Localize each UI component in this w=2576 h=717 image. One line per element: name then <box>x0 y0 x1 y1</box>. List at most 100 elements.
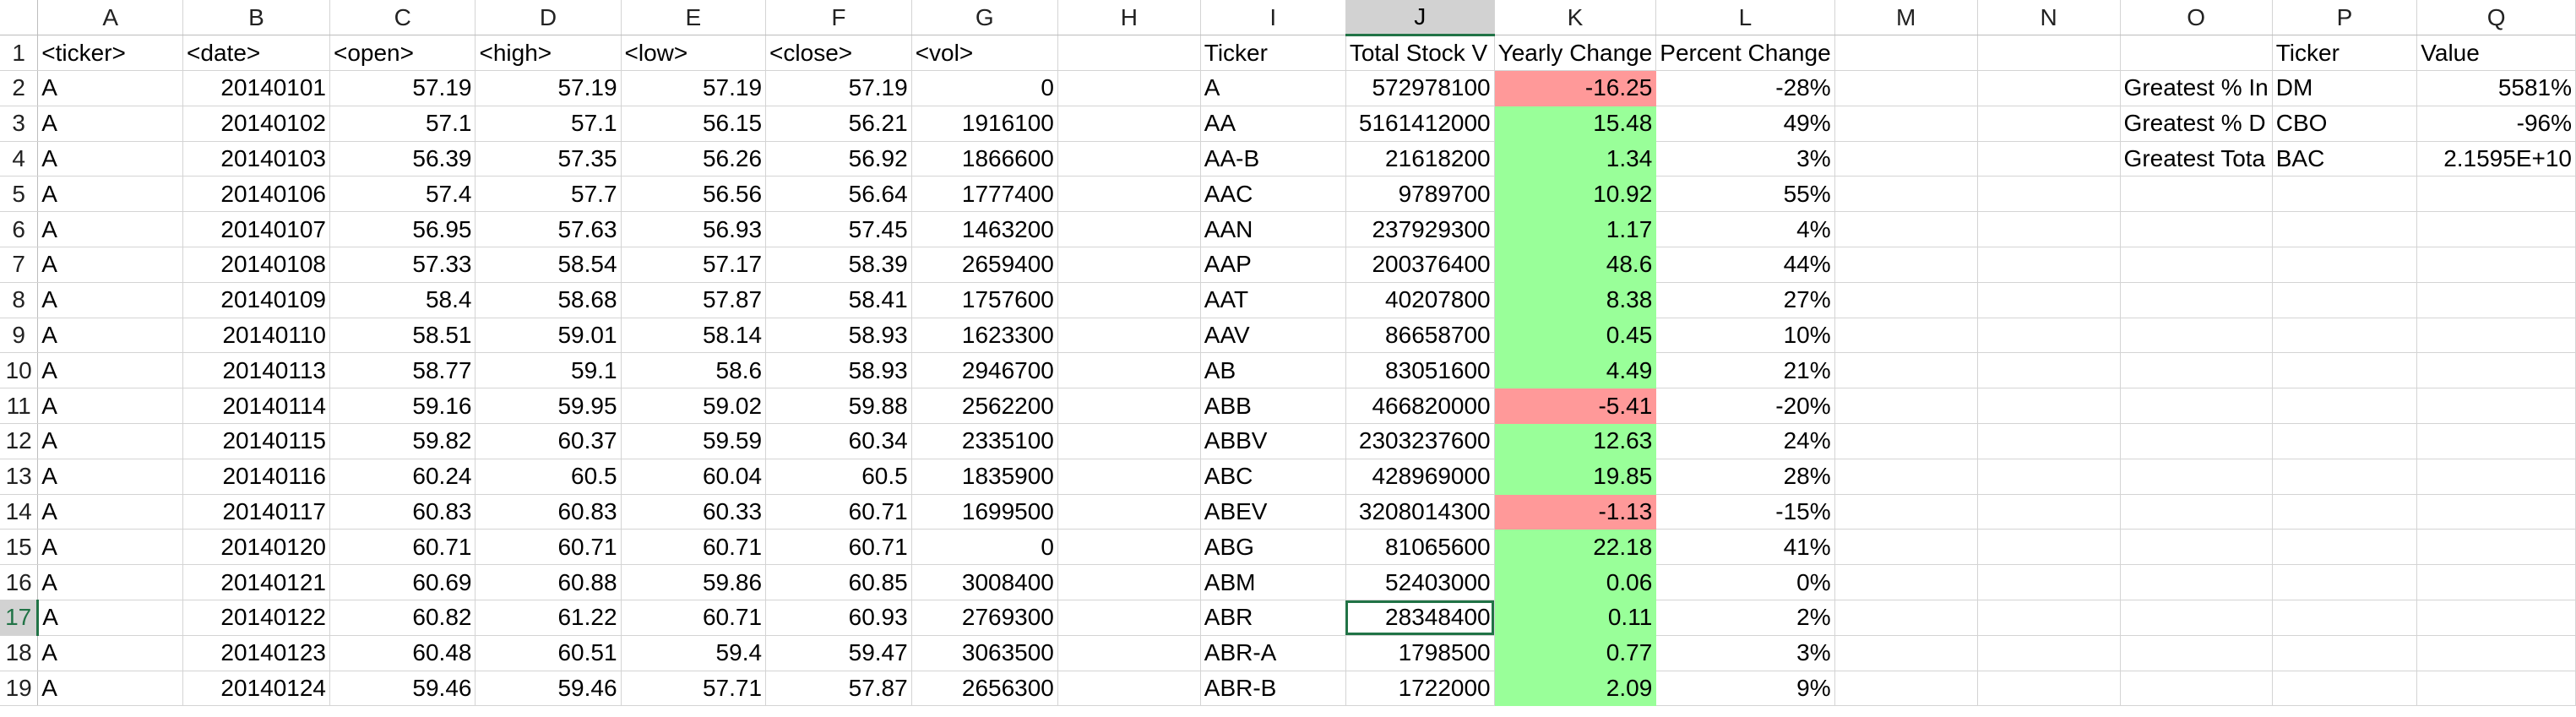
cell-O7[interactable] <box>2120 247 2273 283</box>
cell-K13[interactable]: 19.85 <box>1494 459 1657 495</box>
cell-P17[interactable] <box>2272 600 2418 636</box>
cell-I13[interactable]: ABC <box>1200 459 1346 495</box>
cell-Q3[interactable]: -96% <box>2416 106 2576 142</box>
row-header-19[interactable]: 19 <box>0 671 39 707</box>
cell-J5[interactable]: 9789700 <box>1345 176 1495 213</box>
cell-A19[interactable]: A <box>37 671 184 707</box>
cell-M5[interactable] <box>1834 176 1978 213</box>
cell-P11[interactable] <box>2272 388 2418 425</box>
cell-O17[interactable] <box>2120 600 2273 636</box>
row-header-13[interactable]: 13 <box>0 459 39 495</box>
cell-C4[interactable]: 56.39 <box>329 141 476 177</box>
row-header-8[interactable]: 8 <box>0 282 39 318</box>
cell-Q7[interactable] <box>2416 247 2576 283</box>
cell-P3[interactable]: CBO <box>2272 106 2418 142</box>
cell-F16[interactable]: 60.85 <box>765 564 912 601</box>
cell-F7[interactable]: 58.39 <box>765 247 912 283</box>
cell-L3[interactable]: 49% <box>1655 106 1835 142</box>
cell-H14[interactable] <box>1057 494 1201 530</box>
cell-M11[interactable] <box>1834 388 1978 425</box>
cell-E12[interactable]: 59.59 <box>621 423 767 459</box>
cell-Q16[interactable] <box>2416 564 2576 601</box>
cell-F5[interactable]: 56.64 <box>765 176 912 213</box>
cell-Q10[interactable] <box>2416 352 2576 389</box>
cell-M8[interactable] <box>1834 282 1978 318</box>
row-header-3[interactable]: 3 <box>0 106 39 142</box>
cell-G11[interactable]: 2562200 <box>911 388 1058 425</box>
cell-C5[interactable]: 57.4 <box>329 176 476 213</box>
cell-B17[interactable]: 20140122 <box>182 600 330 636</box>
cell-N9[interactable] <box>1977 318 2121 354</box>
cell-C16[interactable]: 60.69 <box>329 564 476 601</box>
cell-F4[interactable]: 56.92 <box>765 141 912 177</box>
cell-M14[interactable] <box>1834 494 1978 530</box>
cell-N6[interactable] <box>1977 211 2121 248</box>
cell-O5[interactable] <box>2120 176 2273 213</box>
cell-P2[interactable]: DM <box>2272 70 2418 106</box>
cell-L7[interactable]: 44% <box>1655 247 1835 283</box>
cell-H19[interactable] <box>1057 671 1201 707</box>
cell-A6[interactable]: A <box>37 211 184 248</box>
cell-Q18[interactable] <box>2416 635 2576 671</box>
cell-L2[interactable]: -28% <box>1655 70 1835 106</box>
cell-K8[interactable]: 8.38 <box>1494 282 1657 318</box>
cell-A17[interactable]: A <box>37 600 184 636</box>
cell-J1[interactable]: Total Stock V <box>1345 35 1495 72</box>
cell-B10[interactable]: 20140113 <box>182 352 330 389</box>
row-header-7[interactable]: 7 <box>0 247 39 283</box>
cell-N10[interactable] <box>1977 352 2121 389</box>
cell-A16[interactable]: A <box>37 564 184 601</box>
cell-K12[interactable]: 12.63 <box>1494 423 1657 459</box>
cell-J18[interactable]: 1798500 <box>1345 635 1495 671</box>
cell-G18[interactable]: 3063500 <box>911 635 1058 671</box>
cell-M1[interactable] <box>1834 35 1978 72</box>
cell-E2[interactable]: 57.19 <box>621 70 767 106</box>
cell-B12[interactable]: 20140115 <box>182 423 330 459</box>
column-header-K[interactable]: K <box>1494 0 1657 36</box>
cell-F3[interactable]: 56.21 <box>765 106 912 142</box>
cell-K5[interactable]: 10.92 <box>1494 176 1657 213</box>
cell-H5[interactable] <box>1057 176 1201 213</box>
cell-D2[interactable]: 57.19 <box>475 70 622 106</box>
cell-I9[interactable]: AAV <box>1200 318 1346 354</box>
cell-K19[interactable]: 2.09 <box>1494 671 1657 707</box>
cell-I7[interactable]: AAP <box>1200 247 1346 283</box>
row-header-16[interactable]: 16 <box>0 564 39 601</box>
cell-F9[interactable]: 58.93 <box>765 318 912 354</box>
cell-J10[interactable]: 83051600 <box>1345 352 1495 389</box>
cell-G8[interactable]: 1757600 <box>911 282 1058 318</box>
cell-O16[interactable] <box>2120 564 2273 601</box>
cell-I3[interactable]: AA <box>1200 106 1346 142</box>
cell-Q11[interactable] <box>2416 388 2576 425</box>
row-header-14[interactable]: 14 <box>0 494 39 530</box>
cell-H2[interactable] <box>1057 70 1201 106</box>
cell-N5[interactable] <box>1977 176 2121 213</box>
cell-D9[interactable]: 59.01 <box>475 318 622 354</box>
cell-E11[interactable]: 59.02 <box>621 388 767 425</box>
cell-E3[interactable]: 56.15 <box>621 106 767 142</box>
cell-G15[interactable]: 0 <box>911 529 1058 566</box>
cell-C9[interactable]: 58.51 <box>329 318 476 354</box>
cell-E18[interactable]: 59.4 <box>621 635 767 671</box>
cell-C12[interactable]: 59.82 <box>329 423 476 459</box>
cell-H12[interactable] <box>1057 423 1201 459</box>
cell-H15[interactable] <box>1057 529 1201 566</box>
cell-A4[interactable]: A <box>37 141 184 177</box>
cell-A12[interactable]: A <box>37 423 184 459</box>
column-header-I[interactable]: I <box>1200 0 1346 36</box>
column-header-E[interactable]: E <box>621 0 767 36</box>
cell-I4[interactable]: AA-B <box>1200 141 1346 177</box>
cell-J6[interactable]: 237929300 <box>1345 211 1495 248</box>
cell-O3[interactable]: Greatest % D <box>2120 106 2273 142</box>
cell-L5[interactable]: 55% <box>1655 176 1835 213</box>
column-header-O[interactable]: O <box>2120 0 2273 36</box>
cell-E14[interactable]: 60.33 <box>621 494 767 530</box>
cell-H6[interactable] <box>1057 211 1201 248</box>
cell-P10[interactable] <box>2272 352 2418 389</box>
cell-D10[interactable]: 59.1 <box>475 352 622 389</box>
cell-E5[interactable]: 56.56 <box>621 176 767 213</box>
cell-K17[interactable]: 0.11 <box>1494 600 1657 636</box>
cell-A3[interactable]: A <box>37 106 184 142</box>
cell-K9[interactable]: 0.45 <box>1494 318 1657 354</box>
cell-I19[interactable]: ABR-B <box>1200 671 1346 707</box>
